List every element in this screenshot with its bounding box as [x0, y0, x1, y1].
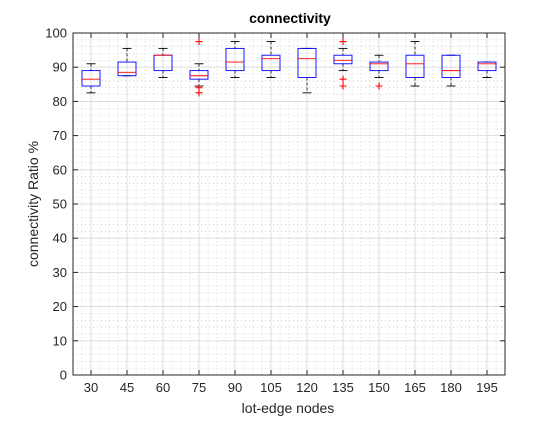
- box-iqr: [189, 70, 209, 80]
- box-45: [117, 47, 137, 77]
- major-grid: [73, 32, 505, 376]
- x-tick-label: 60: [156, 380, 170, 395]
- y-axis-label: connectivity Ratio %: [25, 141, 41, 267]
- y-tick-label: 20: [53, 299, 67, 314]
- x-tick-label: 105: [260, 380, 282, 395]
- outlier-point: [339, 75, 347, 83]
- x-tick-label: 135: [332, 380, 354, 395]
- axis-ticks: 0 10 20 30 40 50 60 70 80 90 100 30 45 60 75 90 105 120 13…: [45, 26, 505, 395]
- chart-title: connectivity: [249, 10, 331, 26]
- y-tick-label: 90: [53, 60, 67, 75]
- x-tick-label: 150: [368, 380, 390, 395]
- box-iqr: [81, 70, 101, 87]
- y-tick-label: 50: [53, 197, 67, 212]
- y-tick-label: 100: [45, 26, 67, 41]
- outlier-point: [195, 38, 203, 46]
- box-iqr: [333, 54, 353, 65]
- y-tick-label: 0: [60, 368, 67, 383]
- box-90: [225, 41, 245, 78]
- box-iqr: [225, 47, 245, 72]
- x-tick-label: 180: [440, 380, 462, 395]
- box-30: [81, 63, 101, 94]
- box-iqr: [369, 61, 389, 72]
- boxes-group: [81, 38, 497, 97]
- box-135: [333, 38, 353, 90]
- box-iqr: [261, 54, 281, 72]
- y-tick-label: 70: [53, 128, 67, 143]
- outlier-point: [339, 82, 347, 90]
- box-iqr: [441, 54, 461, 78]
- x-tick-label: 90: [228, 380, 242, 395]
- box-165: [405, 41, 425, 87]
- x-tick-label: 75: [192, 380, 206, 395]
- y-tick-label: 80: [53, 94, 67, 109]
- y-tick-label: 10: [53, 333, 67, 348]
- box-195: [477, 61, 497, 78]
- y-tick-label: 60: [53, 162, 67, 177]
- outlier-point: [195, 84, 203, 92]
- box-60: [153, 47, 173, 78]
- box-iqr: [117, 61, 137, 77]
- outlier-point: [375, 82, 383, 90]
- outlier-point: [339, 38, 347, 46]
- x-axis-label: lot-edge nodes: [242, 400, 335, 416]
- box-105: [261, 41, 281, 78]
- x-tick-label: 195: [476, 380, 498, 395]
- box-iqr: [477, 61, 497, 72]
- y-tick-label: 40: [53, 231, 67, 246]
- box-iqr: [297, 47, 317, 78]
- box-180: [441, 54, 461, 87]
- y-tick-label: 30: [53, 265, 67, 280]
- x-tick-label: 120: [296, 380, 318, 395]
- box-iqr: [405, 54, 425, 78]
- box-150: [369, 54, 389, 90]
- x-tick-label: 165: [404, 380, 426, 395]
- box-120: [297, 47, 317, 94]
- x-tick-label: 30: [84, 380, 98, 395]
- box-75: [189, 38, 209, 97]
- x-tick-label: 45: [120, 380, 134, 395]
